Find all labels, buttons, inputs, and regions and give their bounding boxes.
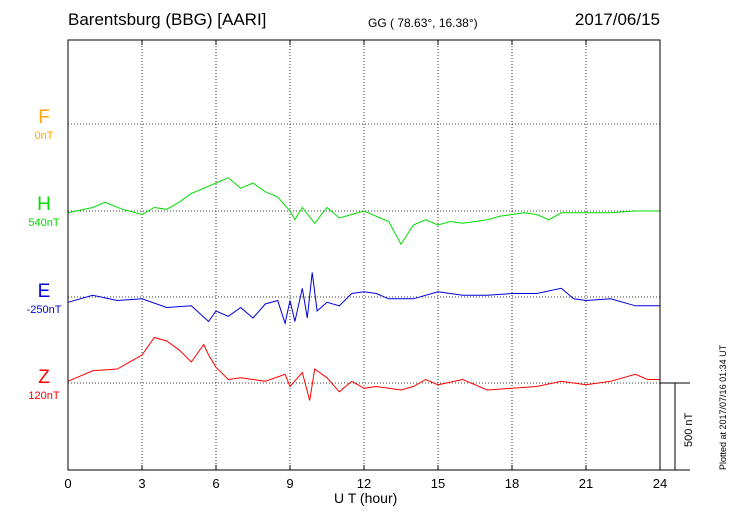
trace-h [67, 177, 660, 246]
channel-label-f: F 0nT [20, 107, 68, 142]
plot-frame [67, 39, 661, 471]
channel-baseline: -250nT [26, 304, 62, 316]
data-traces [67, 177, 660, 401]
channel-letter: H [37, 194, 51, 215]
x-tick-label: 24 [653, 476, 667, 491]
channel-baseline: 540nT [28, 217, 60, 229]
trace-e [67, 272, 660, 326]
x-tick-label: 18 [505, 476, 519, 491]
x-tick-label: 15 [431, 476, 445, 491]
scale-bar [660, 382, 690, 471]
chart-date: 2017/06/15 [574, 10, 660, 29]
x-axis-label: U T (hour) [334, 490, 398, 506]
channel-label-h: H 540nT [20, 194, 68, 229]
x-tick-label: 3 [138, 476, 145, 491]
plotted-timestamp: Plotted at 2017/07/16 01:34 UT [718, 344, 728, 470]
channel-letter: F [38, 107, 50, 128]
grid-lines [68, 40, 660, 470]
x-tick-label: 6 [212, 476, 219, 491]
channel-baseline: 0nT [34, 130, 54, 142]
x-tick-label: 9 [286, 476, 293, 491]
channel-letter: E [37, 281, 51, 302]
chart-title: Barentsburg (BBG) [AARI] [68, 10, 267, 29]
channel-baseline: 120nT [28, 390, 60, 402]
x-tick-label: 0 [64, 476, 71, 491]
x-tick-label: 12 [357, 476, 371, 491]
x-axis-ticks: 0 3 6 9 12 15 18 21 24 [64, 40, 667, 491]
x-tick-label: 21 [579, 476, 593, 491]
scale-bar-label: 500 nT [683, 412, 695, 447]
trace-z [67, 336, 660, 401]
channel-label-z: Z 120nT [20, 367, 68, 402]
channel-label-e: E -250nT [20, 281, 68, 316]
channel-letter: Z [38, 367, 50, 388]
station-coordinates: GG ( 78.63°, 16.38°) [368, 16, 478, 30]
